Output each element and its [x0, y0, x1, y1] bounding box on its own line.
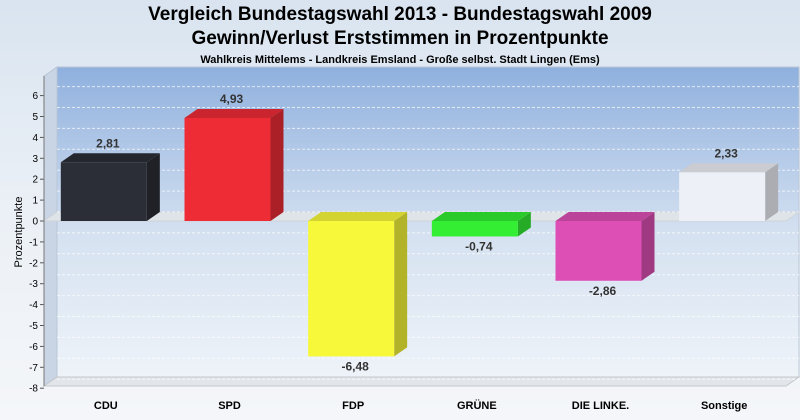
bar-side	[765, 163, 779, 221]
bar-die-linke	[555, 212, 655, 281]
plot-area	[56, 66, 800, 378]
bar-top	[308, 212, 408, 221]
x-tick-label: GRÜNE	[457, 399, 497, 412]
bar-cdu	[60, 153, 160, 221]
y-tick-label: 4	[32, 133, 38, 144]
y-tick-label: -3	[29, 279, 38, 290]
x-tick-label: CDU	[94, 400, 118, 412]
y-tick-label: 2	[32, 175, 38, 186]
y-tick-label: -5	[29, 321, 38, 332]
bar-side	[270, 108, 284, 221]
y-axis-label: Prozentpunkte	[13, 197, 25, 268]
bar-side	[517, 212, 531, 237]
bar	[555, 221, 642, 281]
data-label: -6,48	[341, 359, 369, 373]
bar-top	[184, 108, 284, 118]
bar-fdp	[308, 212, 408, 357]
y-tick-label: 0	[32, 217, 38, 228]
chart-subtitle: Gewinn/Verlust Erststimmen in Prozentpun…	[191, 28, 609, 49]
plot-floor	[42, 376, 800, 387]
y-tick-label: 1	[32, 196, 38, 207]
bar	[431, 221, 518, 237]
y-tick-label: 5	[32, 112, 38, 123]
x-tick-label: FDP	[342, 400, 364, 412]
chart-caption: Wahlkreis Mittelems - Landkreis Emsland …	[200, 54, 600, 66]
y-tick-label: -8	[29, 384, 38, 395]
data-label: -2,86	[589, 284, 617, 298]
bar	[308, 221, 395, 357]
chart-title: Vergleich Bundestagswahl 2013 - Bundesta…	[148, 4, 652, 25]
y-tick-label: 3	[32, 154, 38, 165]
bar-top	[555, 212, 655, 221]
bar-sonstige	[679, 163, 779, 221]
data-label: -0,74	[465, 239, 493, 253]
bar-gr-ne	[431, 212, 531, 237]
data-label: 2,33	[714, 146, 738, 160]
data-label: 4,93	[220, 92, 244, 106]
bar-side	[394, 212, 408, 357]
bar-spd	[184, 108, 284, 221]
x-tick-label: DIE LINKE.	[572, 400, 629, 412]
x-tick-label: SPD	[218, 400, 241, 412]
x-tick-label: Sonstige	[701, 400, 747, 412]
data-label: 2,81	[96, 136, 120, 150]
bar	[184, 117, 271, 221]
bar	[60, 162, 147, 221]
plot-side-wall	[43, 66, 58, 387]
y-tick-label: 6	[32, 91, 38, 102]
bar-side	[641, 212, 655, 281]
y-tick-label: -4	[29, 300, 38, 311]
y-tick-label: -7	[29, 363, 38, 374]
y-tick-label: -2	[29, 258, 38, 269]
bar	[679, 172, 766, 221]
bar-side	[146, 153, 160, 221]
bar-top	[679, 163, 779, 173]
bar-top	[431, 212, 531, 221]
bar-top	[60, 153, 160, 163]
y-tick-label: -6	[29, 342, 38, 353]
y-tick-label: -1	[29, 237, 38, 248]
